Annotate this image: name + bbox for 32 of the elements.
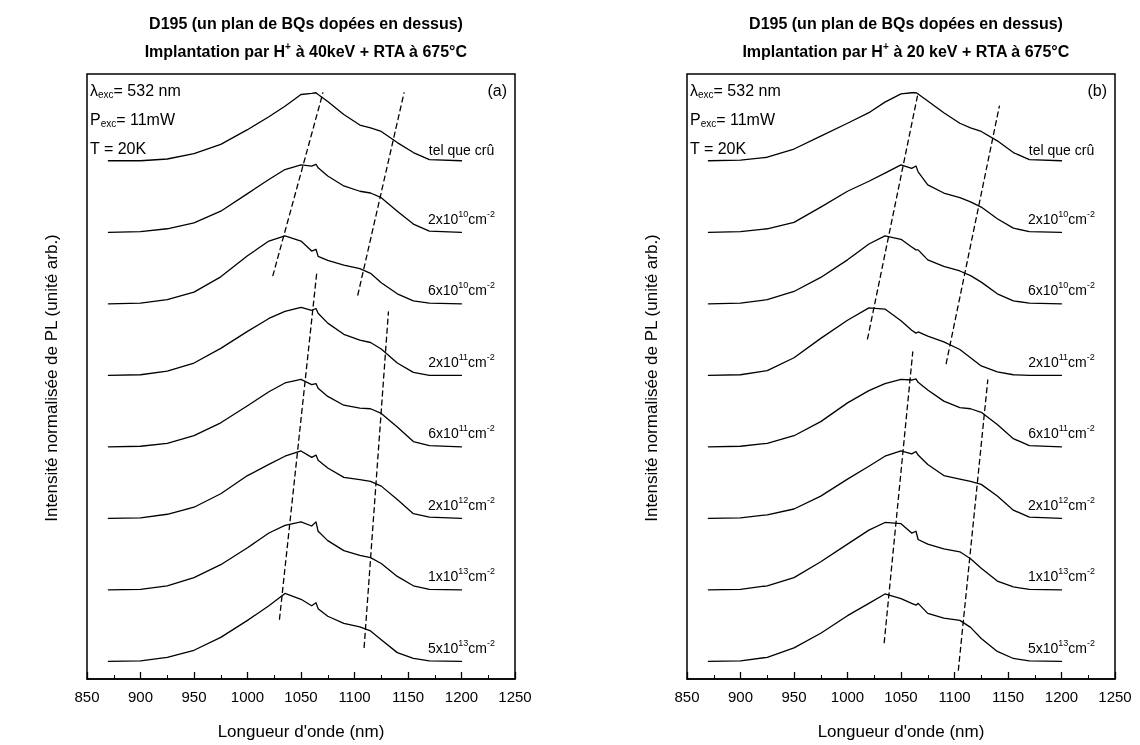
x-tick-label: 1100 (938, 688, 971, 705)
x-tick-label: 1150 (391, 688, 425, 705)
chart-subtitle: Implantation par H+ à 40keV + RTA à 675°C (144, 40, 468, 60)
chart-title: D195 (un plan de BQs dopées en dessus) (149, 14, 463, 32)
x-tick-label: 850 (74, 688, 100, 705)
y-axis-title: Intensité normalisée de PL (unité arb.) (641, 234, 661, 522)
x-tick-label: 950 (181, 688, 207, 705)
x-tick-label: 1050 (284, 688, 318, 705)
annotation: T = 20K (90, 139, 147, 157)
x-tick-label: 1100 (338, 688, 371, 705)
y-axis-title: Intensité normalisée de PL (unité arb.) (41, 234, 61, 522)
chart-subtitle: Implantation par H+ à 20 keV + RTA à 675°C (742, 40, 1070, 60)
annotation: (b) (1087, 81, 1108, 99)
x-tick-label: 900 (127, 688, 154, 705)
x-tick-label: 1150 (991, 688, 1025, 705)
x-tick-label: 850 (674, 688, 700, 705)
x-tick-label: 1000 (830, 688, 865, 705)
x-tick-label: 1200 (1044, 688, 1079, 705)
x-tick-label: 1250 (1098, 688, 1132, 705)
x-tick-label: 1050 (884, 688, 918, 705)
x-tick-label: 1250 (498, 688, 532, 705)
x-tick-label: 1000 (230, 688, 265, 705)
annotation: (a) (487, 81, 508, 99)
x-axis-title: Longueur d'onde (nm) (817, 722, 985, 741)
chart-title: D195 (un plan de BQs dopées en dessus) (749, 14, 1063, 32)
series-label: tel que crû (428, 141, 495, 158)
x-tick-label: 1200 (444, 688, 479, 705)
x-tick-label: 900 (727, 688, 754, 705)
x-axis-title: Longueur d'onde (nm) (217, 722, 385, 741)
annotation: T = 20K (690, 139, 747, 157)
series-label: tel que crû (1028, 141, 1095, 158)
x-tick-label: 950 (781, 688, 807, 705)
